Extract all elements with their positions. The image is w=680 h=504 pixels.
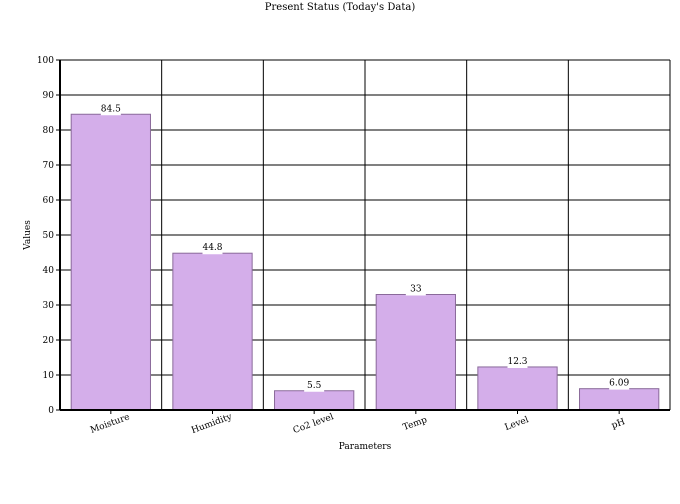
x-tick-labels: Moisture Humidity Co2 level Temp Level pH — [89, 412, 627, 436]
value-label: 33 — [410, 285, 422, 295]
y-tick-labels: 0 10 20 30 40 50 60 70 80 90 100 — [37, 56, 54, 416]
grid — [59, 59, 671, 411]
value-label: 5.5 — [307, 381, 322, 391]
y-tick-label: 90 — [43, 91, 55, 101]
y-tick-label: 80 — [43, 126, 55, 136]
y-tick-label: 20 — [43, 336, 55, 346]
x-tick-label: Humidity — [190, 412, 234, 436]
value-labels: 84.5 44.8 5.5 33 12.3 6.09 — [101, 104, 629, 392]
chart-title: Present Status (Today's Data) — [265, 2, 416, 13]
bar-ph — [579, 388, 660, 411]
x-tick-label: Moisture — [89, 412, 131, 435]
bar-moisture — [70, 113, 151, 411]
bar-temp — [375, 294, 456, 411]
bars — [70, 113, 660, 411]
x-axis-label: Parameters — [339, 442, 392, 452]
x-tick-label: Temp — [402, 415, 429, 433]
value-label: 84.5 — [101, 104, 121, 114]
x-tick-label: Co2 level — [292, 412, 335, 436]
y-tick-label: 60 — [43, 196, 55, 206]
bar-humidity — [172, 252, 253, 411]
x-tick-label: Level — [504, 415, 531, 433]
bar-level — [477, 366, 558, 411]
value-label: 44.8 — [202, 243, 222, 253]
y-tick-label: 40 — [43, 266, 55, 276]
y-tick-label: 10 — [43, 371, 55, 381]
bar-co2-level — [274, 390, 355, 411]
y-axis-label: Values — [23, 220, 33, 251]
axes — [56, 59, 670, 414]
x-tick-label: pH — [610, 417, 626, 431]
y-tick-label: 0 — [48, 406, 54, 416]
value-label: 6.09 — [609, 379, 629, 389]
y-tick-label: 100 — [37, 56, 54, 66]
y-tick-label: 50 — [43, 231, 55, 241]
value-label: 12.3 — [507, 357, 527, 367]
y-tick-label: 70 — [43, 161, 55, 171]
y-tick-label: 30 — [43, 301, 55, 311]
